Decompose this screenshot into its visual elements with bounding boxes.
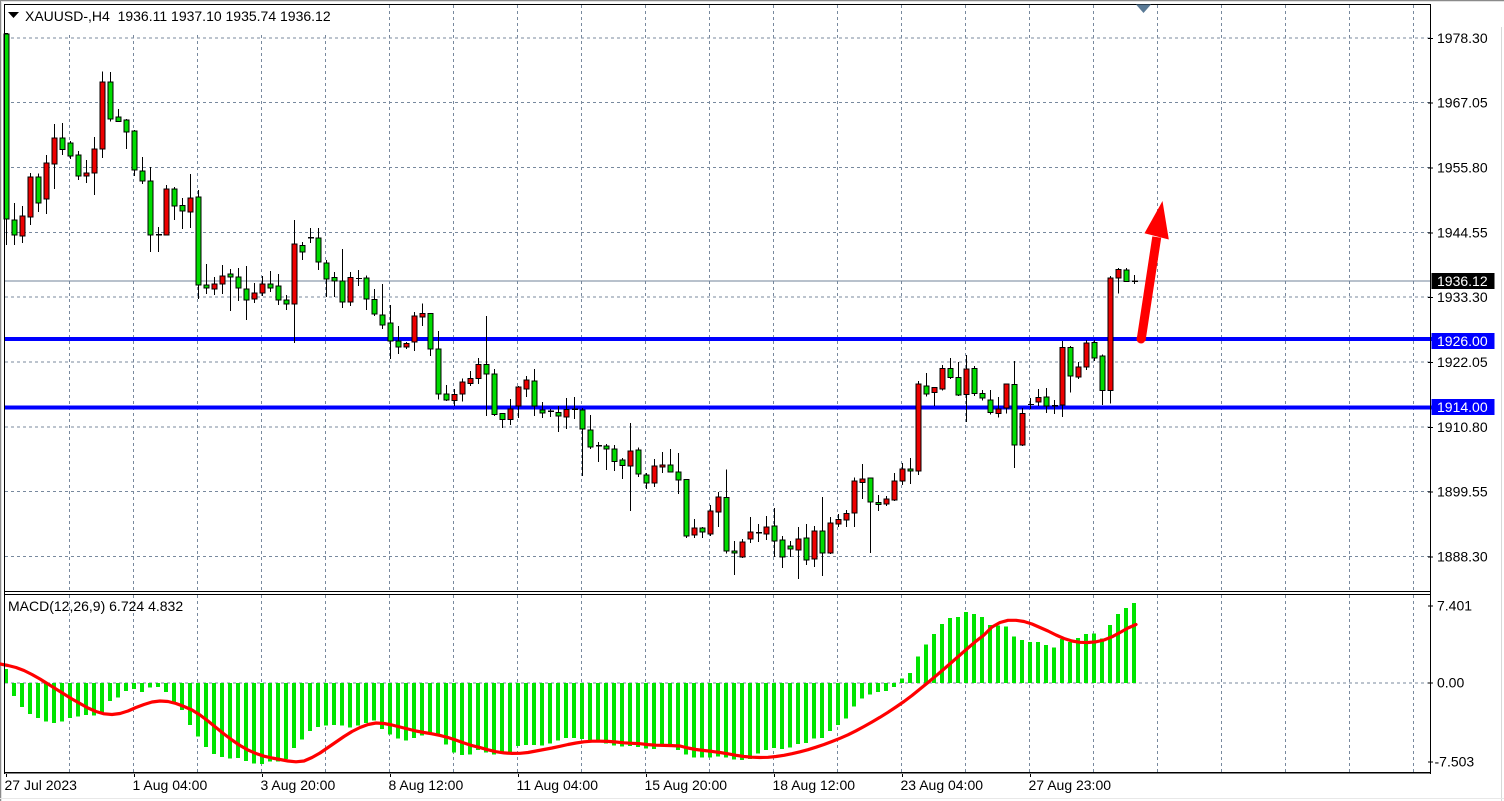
svg-text:27 Jul 2023: 27 Jul 2023 bbox=[5, 777, 78, 793]
svg-text:1944.55: 1944.55 bbox=[1437, 224, 1488, 240]
svg-text:MACD(12,26,9) 6.724 4.832: MACD(12,26,9) 6.724 4.832 bbox=[8, 598, 183, 614]
svg-text:1926.00: 1926.00 bbox=[1437, 333, 1488, 349]
svg-text:-7.503: -7.503 bbox=[1435, 753, 1475, 769]
svg-text:1936.12: 1936.12 bbox=[1437, 273, 1488, 289]
svg-text:23 Aug 04:00: 23 Aug 04:00 bbox=[901, 777, 984, 793]
svg-text:3 Aug 20:00: 3 Aug 20:00 bbox=[261, 777, 336, 793]
svg-text:8 Aug 12:00: 8 Aug 12:00 bbox=[389, 777, 464, 793]
svg-text:1933.30: 1933.30 bbox=[1437, 289, 1488, 305]
svg-text:1910.80: 1910.80 bbox=[1437, 419, 1488, 435]
svg-text:18 Aug 12:00: 18 Aug 12:00 bbox=[773, 777, 856, 793]
svg-text:15 Aug 20:00: 15 Aug 20:00 bbox=[645, 777, 728, 793]
svg-text:1978.30: 1978.30 bbox=[1437, 30, 1488, 46]
svg-text:1922.05: 1922.05 bbox=[1437, 354, 1488, 370]
svg-text:1 Aug 04:00: 1 Aug 04:00 bbox=[133, 777, 208, 793]
svg-text:1888.30: 1888.30 bbox=[1437, 548, 1488, 564]
svg-text:11 Aug 04:00: 11 Aug 04:00 bbox=[517, 777, 599, 793]
svg-text:7.401: 7.401 bbox=[1437, 597, 1472, 613]
svg-text:1914.00: 1914.00 bbox=[1437, 399, 1488, 415]
svg-text:XAUUSD-,H4 1936.11 1937.10 19: XAUUSD-,H4 1936.11 1937.10 1935.74 1936.… bbox=[25, 8, 331, 24]
svg-text:1899.55: 1899.55 bbox=[1437, 484, 1488, 500]
svg-text:0.00: 0.00 bbox=[1437, 675, 1464, 691]
svg-text:1967.05: 1967.05 bbox=[1437, 95, 1488, 111]
svg-text:1955.80: 1955.80 bbox=[1437, 160, 1488, 176]
svg-text:27 Aug 23:00: 27 Aug 23:00 bbox=[1029, 777, 1112, 793]
